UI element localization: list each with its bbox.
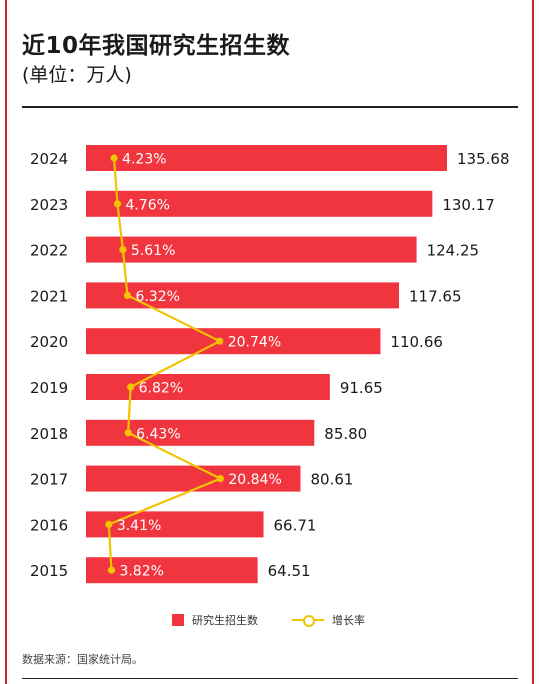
legend-line-swatch (292, 613, 324, 627)
legend-bar-label: 研究生招生数 (192, 614, 258, 627)
bar-value-label: 66.71 (273, 516, 316, 534)
growth-rate-point (110, 154, 118, 162)
category-label: 2019 (30, 379, 68, 397)
growth-rate-point (123, 291, 132, 299)
growth-rate-label: 5.61% (131, 243, 175, 259)
bar-value-label: 124.25 (427, 242, 480, 260)
growth-rate-point (105, 520, 113, 529)
growth-rate-label: 4.76% (125, 197, 169, 213)
bar (86, 419, 315, 446)
category-label: 2022 (30, 242, 68, 260)
growth-rate-point (216, 475, 224, 483)
bar (86, 511, 264, 538)
category-label: 2021 (30, 287, 68, 305)
bar (86, 465, 301, 492)
growth-rate-label: 6.32% (135, 289, 179, 305)
chart-subtitle: (单位：万人) (22, 64, 132, 86)
bar (86, 328, 381, 355)
category-label: 2023 (30, 196, 68, 214)
legend-bar-swatch (172, 614, 184, 626)
source-note: 数据来源：国家统计局。 (22, 653, 143, 666)
bar-value-label: 117.65 (409, 287, 462, 305)
category-label: 2015 (30, 562, 68, 580)
growth-rate-label: 6.82% (139, 381, 183, 397)
growth-rate-line (107, 157, 222, 571)
bar-value-label: 110.66 (390, 333, 443, 351)
bar-value-label: 64.51 (268, 562, 311, 580)
bar (86, 190, 433, 217)
bar (86, 236, 417, 263)
category-label: 2018 (30, 425, 68, 443)
growth-rate-label: 3.41% (117, 518, 161, 534)
category-label: 2016 (30, 516, 68, 534)
frame-left-border (5, 0, 7, 684)
bar-value-label: 130.17 (442, 196, 495, 214)
bar-value-label: 91.65 (340, 379, 383, 397)
legend-line-label: 增长率 (332, 614, 365, 627)
growth-rate-label: 3.82% (119, 564, 163, 580)
legend: 研究生招生数 增长率 (172, 612, 365, 628)
growth-rate-point (127, 383, 135, 391)
growth-rate-point (216, 337, 224, 345)
growth-rate-point (107, 566, 116, 574)
chart-title: 近10年我国研究生招生数 (22, 33, 291, 59)
growth-rate-point (119, 246, 127, 254)
growth-rate-label: 20.84% (228, 472, 281, 488)
growth-rate-label: 6.43% (136, 426, 180, 442)
bar-value-label: 85.80 (324, 425, 367, 443)
bar-value-label: 80.61 (310, 471, 353, 489)
bar (86, 282, 400, 309)
chart-canvas: 2024 135.68 2023 130.17 2022 124.25 2021 117.65… (30, 145, 510, 584)
bottom-divider (22, 678, 518, 679)
top-divider (22, 106, 518, 108)
bar (86, 145, 447, 171)
growth-rate-label: 20.74% (228, 335, 281, 351)
bar-value-label: 135.68 (457, 150, 510, 168)
growth-rate-point (124, 429, 132, 437)
frame-right-border (532, 0, 534, 684)
bar (86, 374, 330, 400)
growth-rate-label: 4.23% (122, 152, 166, 168)
category-label: 2020 (30, 333, 68, 351)
growth-rate-point (113, 200, 122, 208)
category-label: 2024 (30, 150, 68, 168)
category-label: 2017 (30, 471, 68, 489)
